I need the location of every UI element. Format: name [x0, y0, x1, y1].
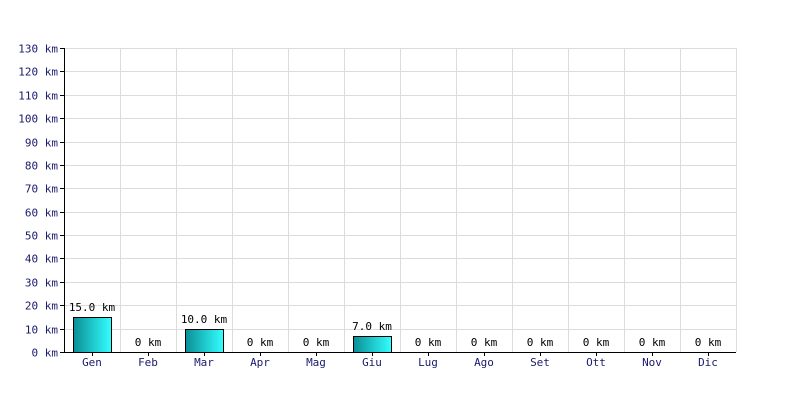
data-label: 0 km	[471, 336, 498, 349]
x-tick-label: Mag	[306, 356, 326, 369]
y-tick-label: 60 km	[25, 207, 58, 220]
data-label: 7.0 km	[352, 320, 392, 333]
data-label: 0 km	[415, 336, 442, 349]
bars	[73, 317, 392, 353]
grid	[64, 48, 737, 352]
x-tick-label: Giu	[362, 356, 382, 369]
y-tick-label: 120 km	[18, 66, 58, 79]
x-tick-label: Gen	[82, 356, 102, 369]
data-label: 0 km	[303, 336, 330, 349]
bar	[73, 317, 112, 353]
x-tick-label: Mar	[194, 356, 214, 369]
x-tick-label: Ott	[586, 356, 606, 369]
y-tick-label: 20 km	[25, 300, 58, 313]
labels: 0 km 10 km 20 km 30 km 40 km 50 km 60 km 70 km 8…	[18, 43, 721, 370]
y-tick-label: 130 km	[18, 43, 58, 56]
y-tick-label: 0 km	[32, 347, 59, 360]
y-tick-label: 70 km	[25, 183, 58, 196]
x-tick-label: Ago	[474, 356, 494, 369]
bar	[185, 329, 224, 353]
data-label: 0 km	[527, 336, 554, 349]
y-tick-label: 100 km	[18, 113, 58, 126]
data-label: 0 km	[695, 336, 722, 349]
x-tick-label: Apr	[250, 356, 270, 369]
y-tick-label: 10 km	[25, 324, 58, 337]
y-tick-label: 80 km	[25, 160, 58, 173]
y-tick-label: 90 km	[25, 137, 58, 150]
data-label: 10.0 km	[181, 313, 228, 326]
data-label: 15.0 km	[69, 301, 116, 314]
x-tick-label: Feb	[138, 356, 158, 369]
data-label: 0 km	[583, 336, 610, 349]
axes	[60, 48, 736, 356]
x-tick-label: Dic	[698, 356, 718, 369]
data-label: 0 km	[639, 336, 666, 349]
y-tick-label: 50 km	[25, 230, 58, 243]
x-tick-label: Set	[530, 356, 550, 369]
data-label: 0 km	[247, 336, 274, 349]
x-tick-label: Nov	[642, 356, 662, 369]
y-tick-label: 110 km	[18, 90, 58, 103]
data-label: 0 km	[135, 336, 162, 349]
bar	[353, 336, 392, 353]
x-tick-label: Lug	[418, 356, 438, 369]
y-tick-label: 40 km	[25, 253, 58, 266]
y-tick-label: 30 km	[25, 277, 58, 290]
